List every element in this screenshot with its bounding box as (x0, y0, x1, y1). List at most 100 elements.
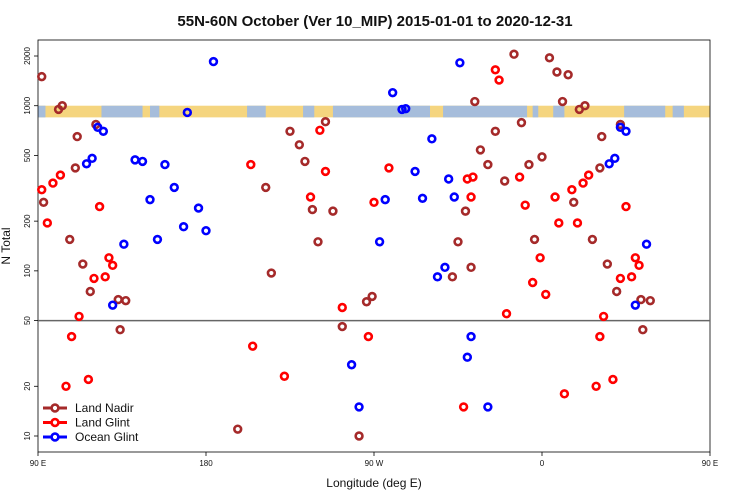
ocean-glint-point (152, 234, 163, 245)
y-tick-label: 100 (23, 264, 32, 278)
land-nadir-point (597, 131, 607, 142)
land-glint-point (494, 75, 504, 85)
legend-marker-ocean-glint (50, 432, 60, 442)
land-nadir-point (524, 159, 534, 170)
ocean-segment (247, 105, 266, 118)
y-tick-label: 50 (23, 316, 32, 325)
land-nadir-point (70, 163, 81, 173)
ocean-segment (332, 105, 430, 118)
legend-label-land-nadir: Land Nadir (75, 401, 134, 415)
x-axis-ticks: 90 E 180 90 W 0 90 E (30, 452, 718, 468)
land-glint-point (554, 218, 564, 228)
land-nadir-point (307, 204, 318, 215)
ocean-glint-point (641, 239, 652, 249)
land-nadir-point (354, 431, 364, 441)
land-nadir-point (38, 197, 49, 208)
chart-title: 55N-60N October (Ver 10_MIP) 2015-01-01 … (177, 13, 572, 30)
land-glint-point (315, 125, 325, 135)
ocean-glint-point (466, 331, 476, 342)
land-nadir-point (367, 291, 377, 302)
land-glint-point (535, 253, 545, 263)
land-glint-point (100, 272, 110, 282)
legend-marker-land-glint (50, 417, 60, 428)
ocean-glint-point (387, 87, 398, 98)
land-nadir-point (483, 159, 493, 170)
ocean-glint-point (130, 155, 140, 165)
land-nadir-point (544, 53, 555, 63)
legend-marker-land-nadir (50, 403, 60, 413)
land-glint-point (246, 159, 256, 170)
land-nadir-point (320, 117, 331, 127)
land-nadir-point (233, 424, 243, 434)
land-glint-point (559, 389, 570, 399)
ocean-glint-point (178, 222, 189, 232)
ocean-glint-point (160, 159, 170, 170)
ocean-glint-point (119, 239, 129, 249)
land-nadir-point (569, 197, 579, 208)
ocean-segment (38, 105, 46, 118)
ocean-glint-point (427, 134, 437, 144)
land-nadir-point (611, 286, 622, 297)
y-axis-label: N Total (0, 227, 13, 264)
land-glint-point (514, 172, 525, 182)
land-glint-point (490, 65, 501, 75)
land-glint-point (567, 185, 577, 195)
land-nadir-point (645, 295, 655, 306)
land-glint-point (458, 402, 469, 412)
land-glint-point (595, 331, 605, 342)
land-glint-point (48, 178, 58, 188)
land-glint-point (61, 381, 71, 391)
ocean-glint-point (410, 166, 420, 177)
land-glint-point (630, 253, 641, 263)
land-glint-point (578, 178, 588, 188)
land-glint-point (55, 170, 66, 180)
land-glint-point (634, 260, 644, 271)
ocean-glint-point (193, 203, 204, 213)
land-glint-point (384, 163, 394, 173)
ocean-glint-point (182, 107, 193, 118)
land-glint-point (608, 374, 618, 385)
land-glint-point (37, 185, 47, 195)
land-nadir-point (602, 259, 613, 269)
land-glint-point (305, 192, 316, 202)
land-glint-point (466, 192, 476, 202)
ocean-glint-point (621, 126, 631, 136)
land-nadir-point (509, 49, 519, 59)
ocean-glint-point (380, 194, 390, 205)
land-glint-point (468, 172, 478, 182)
land-nadir-point (475, 145, 486, 155)
land-glint-point (572, 218, 583, 228)
legend-label-ocean-glint: Ocean Glint (75, 430, 139, 444)
y-axis-ticks: 10 20 50 100 200 500 1000 2000 (23, 47, 38, 440)
ocean-glint-point (610, 153, 620, 164)
ocean-glint-point (201, 226, 211, 236)
ocean-segment (443, 105, 528, 118)
land-nadir-point (313, 237, 323, 247)
land-nadir-point (337, 321, 347, 332)
land-glint-point (247, 341, 258, 351)
land-nadir-point (460, 206, 471, 216)
land-nadir-point (595, 163, 605, 173)
land-nadir-point (466, 262, 476, 273)
ocean-glint-point (107, 300, 118, 310)
ocean-glint-point (440, 262, 450, 273)
land-nadir-point (636, 294, 646, 305)
land-glint-point (583, 170, 594, 180)
land-nadir-point (516, 117, 527, 128)
land-ocean-band (38, 105, 710, 118)
land-glint-point (107, 260, 118, 271)
land-glint-point (94, 201, 105, 212)
land-glint-point (83, 374, 94, 385)
ocean-glint-point (81, 159, 92, 169)
ocean-glint-point (169, 182, 179, 193)
ocean-glint-point (443, 174, 454, 184)
ocean-glint-point (346, 360, 357, 370)
plot-frame (37, 39, 711, 453)
y-tick-label: 2000 (23, 47, 32, 65)
ocean-segment (150, 105, 160, 118)
land-nadir-point (85, 286, 95, 297)
land-nadir-point (552, 67, 562, 77)
ocean-glint-point (630, 300, 641, 310)
land-glint-point (615, 273, 626, 284)
